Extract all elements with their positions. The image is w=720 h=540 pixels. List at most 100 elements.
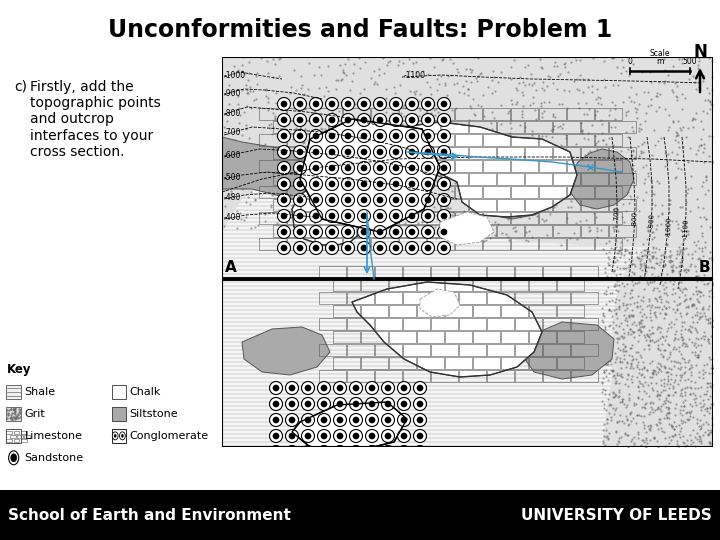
Point (703, 426, 714, 434)
Point (626, 378, 638, 387)
Point (424, 83, 436, 92)
Point (636, 380, 647, 389)
Point (698, 411, 709, 420)
Point (451, 226, 463, 234)
Point (339, 210, 351, 218)
Circle shape (277, 178, 290, 191)
Point (636, 251, 647, 260)
Point (508, 134, 519, 143)
Point (456, 211, 468, 219)
Bar (497, 121, 524, 133)
Point (632, 434, 644, 443)
Circle shape (310, 161, 323, 174)
Point (640, 267, 652, 275)
Point (373, 71, 384, 80)
Point (660, 278, 671, 287)
Circle shape (341, 98, 354, 111)
Point (675, 246, 686, 255)
Point (656, 200, 667, 209)
Circle shape (421, 210, 434, 222)
Circle shape (337, 401, 343, 407)
Point (634, 307, 645, 316)
Point (687, 389, 698, 397)
Bar (455, 238, 482, 250)
Point (622, 327, 634, 336)
Polygon shape (242, 327, 330, 375)
Point (601, 189, 613, 198)
Point (673, 274, 685, 282)
Point (639, 259, 650, 268)
Point (544, 149, 556, 158)
Point (232, 163, 243, 172)
Point (638, 421, 649, 429)
Point (685, 171, 697, 180)
Circle shape (393, 197, 399, 203)
Point (675, 333, 687, 341)
Point (699, 368, 711, 377)
Point (667, 280, 679, 288)
Bar (539, 212, 566, 224)
Point (583, 226, 595, 235)
Point (298, 213, 310, 221)
Point (552, 158, 563, 167)
Point (444, 55, 456, 63)
Bar (515, 318, 542, 330)
Point (685, 430, 696, 439)
Point (620, 301, 631, 309)
Point (675, 376, 686, 384)
Point (501, 192, 513, 200)
Point (532, 145, 544, 154)
Point (400, 126, 412, 135)
Point (331, 186, 343, 195)
Point (675, 285, 686, 294)
Point (597, 388, 608, 396)
Point (667, 261, 679, 270)
Point (590, 202, 602, 211)
Circle shape (273, 465, 279, 471)
Point (608, 393, 620, 401)
Circle shape (337, 417, 343, 423)
Point (639, 175, 650, 184)
Point (691, 289, 703, 298)
Point (613, 392, 625, 401)
Point (402, 121, 413, 130)
Circle shape (294, 226, 307, 239)
Circle shape (417, 417, 423, 423)
Point (680, 294, 692, 303)
Point (680, 442, 691, 450)
Point (699, 404, 711, 413)
Point (647, 254, 658, 262)
Bar (361, 331, 388, 343)
Point (678, 398, 689, 407)
Point (443, 185, 454, 194)
Circle shape (393, 181, 399, 187)
Circle shape (313, 101, 319, 107)
Point (235, 209, 246, 218)
Circle shape (286, 462, 299, 475)
Circle shape (382, 381, 395, 395)
Point (644, 407, 656, 416)
Point (705, 400, 716, 409)
Circle shape (358, 130, 371, 143)
Point (585, 203, 597, 212)
Point (657, 333, 668, 342)
Point (423, 69, 434, 78)
Point (238, 184, 249, 192)
Point (644, 278, 655, 287)
Point (678, 123, 689, 131)
Point (387, 188, 398, 197)
Bar (403, 318, 430, 330)
Point (599, 335, 611, 344)
Point (693, 53, 704, 62)
Point (627, 146, 639, 155)
Point (613, 333, 625, 342)
Point (656, 210, 667, 218)
Point (516, 197, 528, 206)
Point (621, 317, 633, 326)
Point (660, 403, 672, 411)
Bar (389, 357, 416, 369)
Circle shape (341, 113, 354, 126)
Point (700, 238, 711, 247)
Circle shape (302, 397, 315, 410)
Point (657, 280, 669, 289)
